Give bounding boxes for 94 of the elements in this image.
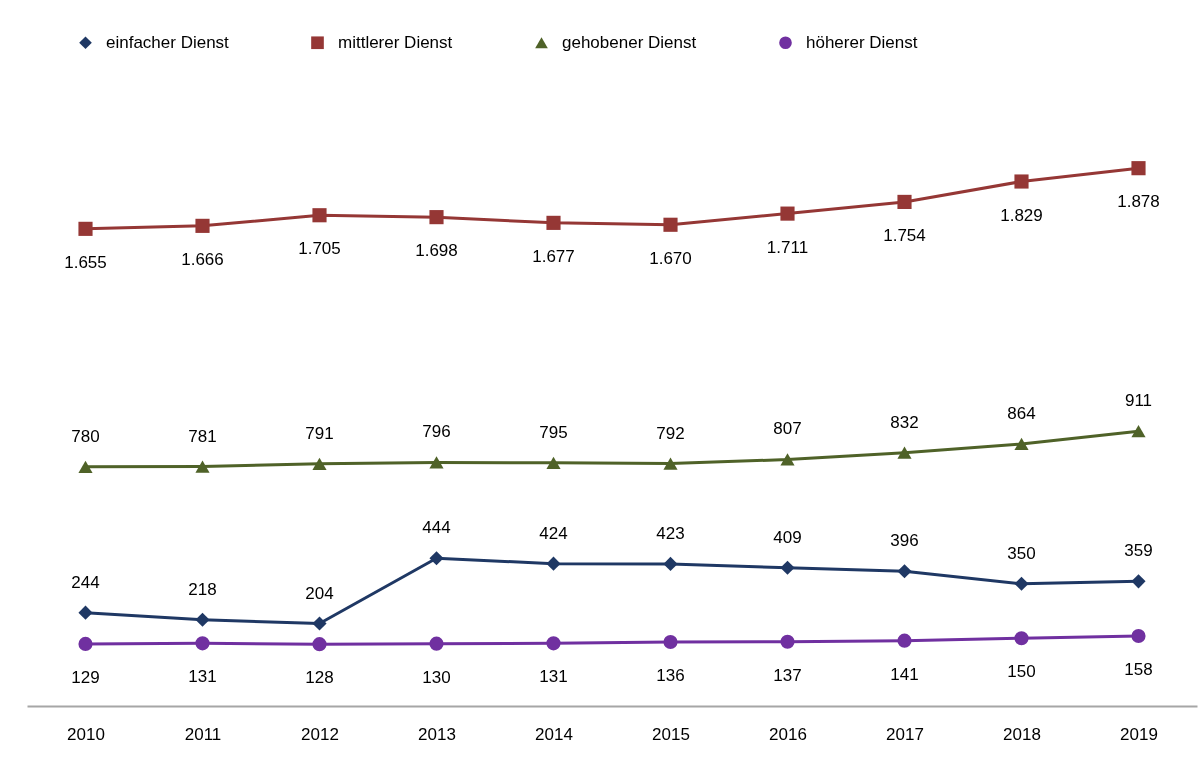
point	[780, 206, 795, 221]
point	[1131, 425, 1146, 438]
data-label: 204	[305, 583, 334, 603]
point	[195, 218, 210, 233]
x-tick-label: 2017	[886, 724, 924, 744]
point	[78, 460, 93, 473]
point	[663, 217, 678, 232]
point	[897, 564, 912, 579]
legend-label: höherer Dienst	[806, 32, 918, 52]
point	[195, 636, 210, 651]
point	[1131, 574, 1146, 589]
data-label: 137	[773, 665, 802, 685]
data-label: 141	[890, 664, 919, 684]
data-label: 423	[656, 523, 685, 543]
data-label: 444	[422, 518, 451, 538]
data-label: 791	[305, 423, 334, 443]
data-label: 795	[539, 422, 568, 442]
point	[78, 605, 93, 620]
point	[78, 636, 93, 651]
data-label: 359	[1124, 541, 1153, 561]
point	[663, 634, 678, 650]
point	[78, 221, 93, 236]
x-tick-label: 2012	[301, 724, 339, 744]
point	[1131, 628, 1146, 644]
x-tick-label: 2018	[1003, 724, 1041, 744]
data-label: 129	[71, 667, 100, 687]
x-tick-label: 2015	[652, 724, 690, 744]
data-label: 218	[188, 579, 217, 599]
data-label: 1.711	[766, 237, 809, 257]
point	[897, 194, 912, 209]
point	[429, 210, 444, 225]
point	[1014, 174, 1029, 189]
data-label: 131	[539, 667, 568, 687]
point	[546, 215, 561, 230]
data-label: 781	[188, 426, 217, 446]
legend-label: einfacher Dienst	[106, 32, 230, 52]
legend-label: mittlerer Dienst	[338, 32, 453, 52]
data-label: 158	[1124, 660, 1153, 680]
point	[1014, 437, 1029, 451]
point	[312, 208, 327, 223]
point	[312, 457, 327, 470]
data-label: 1.655	[64, 252, 107, 272]
x-tick-label: 2011	[184, 724, 222, 744]
data-label: 409	[773, 527, 802, 547]
data-label: 150	[1007, 662, 1036, 682]
data-label: 1.677	[532, 246, 575, 266]
x-tick-label: 2016	[769, 724, 807, 744]
data-label: 130	[422, 667, 451, 687]
point	[429, 456, 444, 469]
point	[195, 612, 210, 627]
data-label: 136	[656, 666, 685, 686]
data-label: 128	[305, 668, 334, 688]
point	[429, 551, 444, 566]
x-tick-label: 2010	[67, 724, 105, 744]
point	[429, 636, 444, 651]
x-tick-label: 2013	[418, 724, 456, 744]
point	[1014, 576, 1029, 591]
point	[1014, 631, 1029, 646]
point	[663, 457, 678, 470]
data-label: 350	[1007, 543, 1036, 563]
data-label: 396	[890, 531, 919, 551]
data-label: 832	[890, 412, 919, 432]
data-label: 864	[1007, 403, 1036, 423]
point	[897, 633, 912, 648]
legend-label: gehobener Dienst	[562, 32, 697, 52]
data-label: 1.754	[883, 225, 926, 245]
point	[663, 556, 678, 572]
data-label: 244	[71, 572, 100, 592]
point	[195, 460, 210, 473]
data-label: 1.878	[1117, 192, 1160, 212]
data-label: 1.829	[1000, 205, 1043, 225]
data-label: 911	[1124, 391, 1153, 411]
point	[546, 636, 561, 651]
point	[1131, 161, 1146, 176]
data-label: 796	[422, 422, 451, 442]
data-label: 131	[188, 667, 217, 687]
data-label: 424	[539, 523, 568, 543]
point	[897, 446, 912, 459]
data-label: 1.666	[181, 249, 224, 269]
data-label: 807	[773, 419, 802, 439]
data-label: 792	[656, 423, 685, 443]
data-label: 1.698	[415, 241, 458, 261]
x-tick-label: 2019	[1120, 724, 1158, 744]
point	[546, 456, 561, 469]
point	[312, 637, 327, 652]
point	[780, 560, 795, 575]
data-label: 1.670	[649, 248, 692, 268]
data-label: 1.705	[298, 239, 341, 259]
point	[546, 556, 561, 571]
point	[312, 616, 327, 631]
point	[780, 453, 795, 466]
data-label: 780	[71, 426, 100, 446]
point	[780, 634, 795, 649]
x-tick-label: 2014	[535, 724, 573, 744]
